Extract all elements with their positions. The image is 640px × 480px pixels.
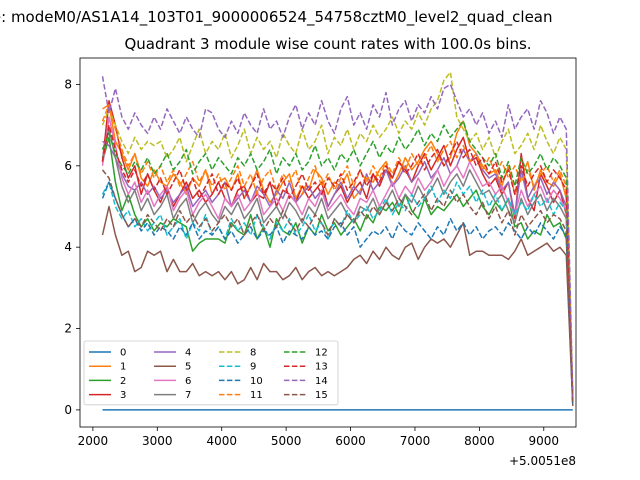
legend-label-8: 8 <box>250 348 256 359</box>
series-line-13 <box>101 124 574 402</box>
series-layer <box>101 71 574 411</box>
legend-label-13: 13 <box>315 362 328 373</box>
legend-label-7: 7 <box>185 390 191 401</box>
series-line-11 <box>101 104 574 402</box>
legend-label-4: 4 <box>185 348 191 359</box>
y-tick-label: 8 <box>64 77 72 91</box>
x-tick-label: 8000 <box>464 434 495 448</box>
legend-label-6: 6 <box>185 376 191 387</box>
series-line-7 <box>101 128 574 402</box>
series-line-4 <box>102 140 574 402</box>
series-line-5 <box>101 205 574 406</box>
y-tick-label: 6 <box>64 159 72 173</box>
series-line-10 <box>101 181 574 406</box>
axis-layer: 2000 3000 4000 5000 6000 7000 8000 9000 0 2 4 6 8 +5.… <box>64 77 576 468</box>
x-tick-label: 4000 <box>206 434 237 448</box>
legend-label-1: 1 <box>120 362 126 373</box>
legend-label-9: 9 <box>250 362 256 373</box>
legend-label-2: 2 <box>120 376 126 387</box>
legend-label-12: 12 <box>315 348 328 359</box>
legend-label-15: 15 <box>315 390 328 401</box>
legend-label-14: 14 <box>315 376 328 387</box>
legend-label-0: 0 <box>120 348 126 359</box>
y-tick-label: 2 <box>64 322 72 336</box>
series-line-15 <box>101 169 574 406</box>
series-line-2 <box>101 136 574 402</box>
y-tick-label: 4 <box>64 240 72 254</box>
x-tick-label: 7000 <box>400 434 431 448</box>
figure-suptitle: n file: modeM0/AS1A14_103T01_9000006524_… <box>0 8 553 26</box>
legend-label-11: 11 <box>250 390 263 401</box>
series-line-14 <box>101 76 574 398</box>
chart-title: Quadrant 3 module wise count rates with … <box>124 35 532 53</box>
x-tick-label: 6000 <box>335 434 366 448</box>
series-line-9 <box>101 181 574 406</box>
y-tick-label: 0 <box>64 403 72 417</box>
legend-label-10: 10 <box>250 376 263 387</box>
legend-label-3: 3 <box>120 390 126 401</box>
plot-frame <box>79 57 577 428</box>
x-tick-label: 5000 <box>271 434 302 448</box>
x-tick-label: 3000 <box>142 434 173 448</box>
series-line-6 <box>101 116 574 402</box>
legend-label-5: 5 <box>185 362 191 373</box>
figure-suptitle-wrap: n file: modeM0/AS1A14_103T01_9000006524_… <box>0 8 640 30</box>
x-offset-label: +5.0051e8 <box>509 454 576 468</box>
x-tick-label: 2000 <box>78 434 109 448</box>
x-tick-label: 9000 <box>529 434 560 448</box>
legend-box <box>83 340 339 406</box>
